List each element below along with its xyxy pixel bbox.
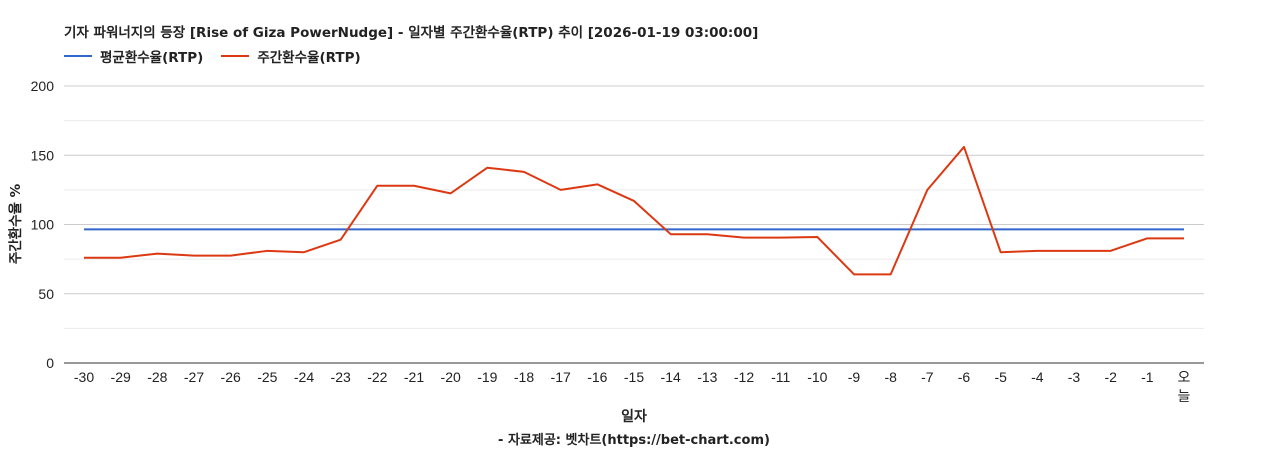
x-tick-label: -1: [1141, 369, 1154, 385]
x-tick-label: -12: [734, 369, 754, 385]
x-tick-label: -23: [331, 369, 351, 385]
legend-item-weekly-rtp[interactable]: 주간환수율(RTP): [221, 46, 361, 66]
x-axis-title: 일자: [621, 409, 647, 425]
x-tick-label: -16: [587, 369, 607, 385]
x-tick-label: -26: [221, 369, 241, 385]
x-tick-label: -3: [1068, 369, 1081, 385]
x-tick-label: 오: [1178, 369, 1191, 385]
x-tick-label: -4: [1031, 369, 1044, 385]
y-tick-label: 150: [31, 147, 55, 163]
weekly-rtp-line[interactable]: [84, 145, 1184, 276]
chart-title: 기자 파워너지의 등장 [Rise of Giza PowerNudge] - …: [64, 25, 759, 41]
x-tick-label: -15: [624, 369, 644, 385]
legend-swatch-blue: [64, 55, 92, 57]
legend-label: 평균환수율(RTP): [100, 50, 204, 66]
x-tick-label: -22: [367, 369, 387, 385]
data-credit: - 자료제공: 벳차트(https://bet-chart.com): [498, 433, 770, 448]
x-tick-label: -21: [404, 369, 424, 385]
legend: 평균환수율(RTP) 주간환수율(RTP): [64, 46, 379, 66]
x-tick-label: -20: [441, 369, 461, 385]
x-tick-label: -13: [697, 369, 717, 385]
x-tick-label: -7: [921, 369, 934, 385]
legend-item-average-rtp[interactable]: 평균환수율(RTP): [64, 46, 203, 66]
x-tick-label: -25: [257, 369, 277, 385]
y-axis-title: 주간환수율 %: [7, 183, 24, 264]
x-tick-label: -19: [477, 369, 497, 385]
x-tick-label: -8: [884, 369, 897, 385]
x-tick-label: -14: [661, 369, 681, 385]
x-tick-label: -29: [111, 369, 131, 385]
x-tick-label: -27: [184, 369, 204, 385]
y-tick-label: 50: [38, 286, 54, 302]
x-tick-label: 늘: [1178, 388, 1191, 404]
y-tick-label: 100: [31, 217, 55, 233]
x-tick-label: -18: [514, 369, 534, 385]
x-tick-label: -10: [807, 369, 827, 385]
x-tick-label: -9: [848, 369, 861, 385]
x-tick-label: -11: [771, 369, 790, 385]
legend-swatch-red: [221, 55, 250, 57]
x-tick-label: -2: [1104, 369, 1117, 385]
y-tick-label: 200: [31, 78, 55, 94]
y-tick-label: 0: [46, 355, 54, 371]
x-tick-label: -6: [958, 369, 971, 385]
x-tick-label: -17: [551, 369, 571, 385]
x-tick-label: -5: [994, 369, 1007, 385]
x-tick-label: -24: [294, 369, 314, 385]
x-tick-label: -28: [147, 369, 167, 385]
legend-label: 주간환수율(RTP): [257, 50, 361, 66]
x-tick-label: -30: [74, 369, 94, 385]
